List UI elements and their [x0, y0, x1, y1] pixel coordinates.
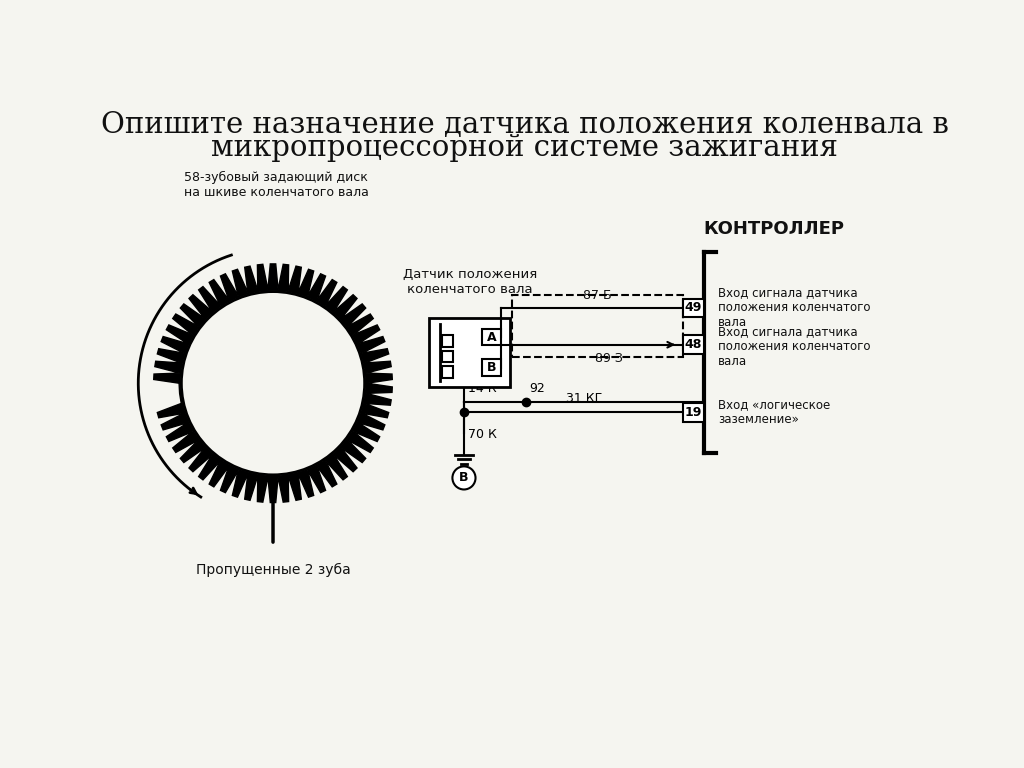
Text: 92: 92 [529, 382, 545, 395]
Text: Вход сигнала датчика
положения коленчатого
вала: Вход сигнала датчика положения коленчато… [718, 325, 870, 368]
Circle shape [453, 466, 475, 489]
Bar [482, 329, 501, 346]
Bar [482, 359, 501, 376]
Text: 58-зубовый задающий диск
на шкиве коленчатого вала: 58-зубовый задающий диск на шкиве коленч… [184, 170, 370, 199]
Text: В: В [459, 472, 469, 485]
Text: 70 К: 70 К [468, 428, 497, 441]
Text: 19: 19 [685, 406, 702, 419]
Text: В: В [487, 361, 497, 374]
Bar [429, 318, 510, 387]
Bar [683, 299, 705, 317]
Text: 87 Б: 87 Б [583, 289, 611, 302]
Text: 49: 49 [685, 301, 702, 314]
Text: 14 К: 14 К [468, 382, 497, 395]
Circle shape [181, 292, 365, 475]
Text: КОНТРОЛЛЕР: КОНТРОЛЛЕР [703, 220, 844, 238]
Text: Вход сигнала датчика
положения коленчатого
вала: Вход сигнала датчика положения коленчато… [718, 286, 870, 329]
Text: А: А [486, 330, 497, 343]
Text: 31 КГ: 31 КГ [566, 392, 602, 405]
Polygon shape [154, 264, 392, 502]
Bar [683, 403, 705, 422]
Bar [441, 366, 454, 378]
Bar [441, 351, 454, 362]
Bar [683, 336, 705, 354]
Text: Вход «логическое
заземление»: Вход «логическое заземление» [718, 399, 830, 426]
Text: микропроцессорной системе зажигания: микропроцессорной системе зажигания [211, 134, 839, 162]
Text: Опишите назначение датчика положения коленвала в: Опишите назначение датчика положения кол… [100, 111, 949, 139]
Text: Датчик положения
коленчатого вала: Датчик положения коленчатого вала [402, 268, 537, 296]
Text: Пропущенные 2 зуба: Пропущенные 2 зуба [196, 562, 350, 577]
Text: 89 З: 89 З [595, 352, 623, 365]
Bar [441, 336, 454, 347]
Text: 48: 48 [685, 338, 702, 351]
Bar [512, 296, 683, 357]
